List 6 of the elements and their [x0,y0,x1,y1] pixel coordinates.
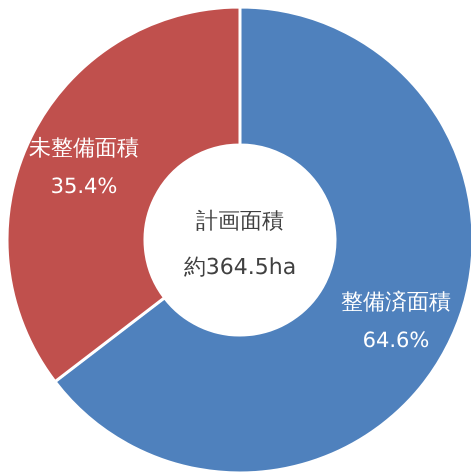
slice-label: 整備済面積 [341,290,452,316]
data-label: 64.6% [362,328,430,352]
data-label: 35.4% [50,174,118,198]
text: 計画面積 [196,209,284,234]
slice-label: 未整備面積 [28,136,139,161]
text: 約364.5ha [184,255,296,280]
